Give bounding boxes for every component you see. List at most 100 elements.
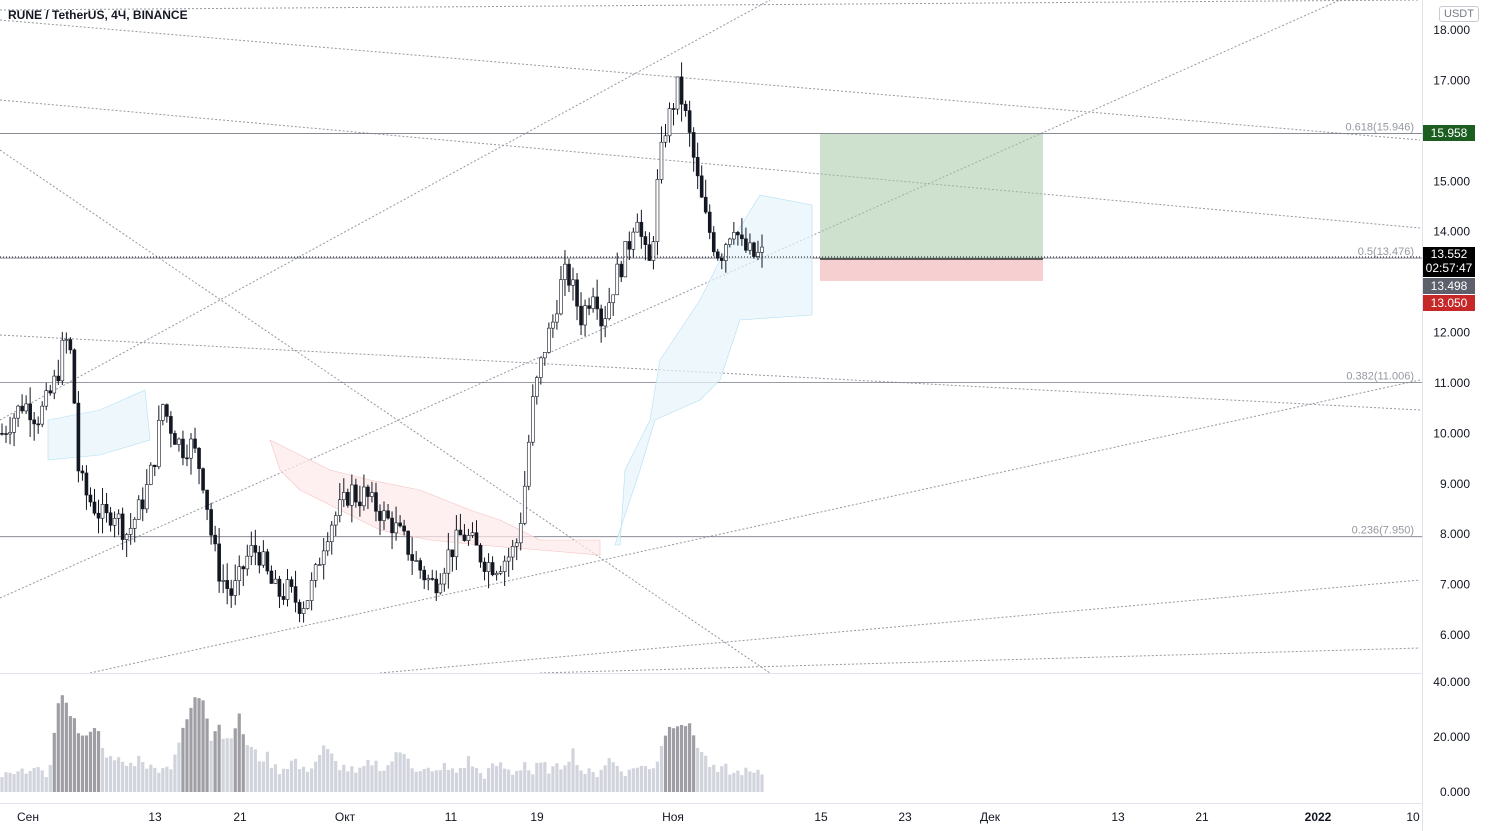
candle-body[interactable] [539, 357, 543, 378]
candle-body[interactable] [728, 238, 732, 245]
candle-body[interactable] [486, 562, 491, 572]
candle-body[interactable] [583, 305, 587, 326]
profit-zone[interactable] [820, 134, 1043, 259]
candle-body[interactable] [615, 263, 620, 296]
candle-body[interactable] [454, 529, 459, 558]
candle-body[interactable] [185, 457, 189, 460]
candle-body[interactable] [44, 390, 49, 407]
candle-body[interactable] [309, 580, 314, 601]
candle-body[interactable] [760, 246, 764, 253]
candle-body[interactable] [691, 132, 696, 158]
trend-line[interactable] [0, 99, 1421, 229]
candle-body[interactable] [76, 402, 81, 472]
candle-body[interactable] [446, 549, 451, 574]
loss-zone[interactable] [820, 259, 1043, 281]
candle-body[interactable] [736, 232, 740, 236]
trend-line[interactable] [0, 0, 1421, 11]
candle-body[interactable] [100, 504, 105, 519]
candle-body[interactable] [317, 564, 322, 566]
candle-body[interactable] [12, 417, 16, 433]
candle-body[interactable] [257, 552, 262, 566]
candle-body[interactable] [64, 339, 69, 341]
candle-body[interactable] [627, 241, 632, 250]
candle-body[interactable] [52, 375, 57, 394]
candle-body[interactable] [675, 76, 680, 110]
candle-body[interactable] [414, 560, 418, 562]
trend-line[interactable] [0, 19, 1421, 141]
candle-body[interactable] [756, 252, 760, 257]
candle-body[interactable] [510, 546, 515, 558]
candle-body[interactable] [221, 580, 225, 582]
volume-axis[interactable]: 40.000 20.000 0.000 [1433, 675, 1470, 799]
candle-body[interactable] [555, 313, 559, 323]
candle-body[interactable] [16, 405, 20, 419]
candle-body[interactable] [96, 512, 101, 519]
candle-body[interactable] [189, 438, 193, 459]
candle-body[interactable] [48, 390, 53, 394]
candle-body[interactable] [28, 403, 32, 421]
candle-body[interactable] [277, 578, 282, 597]
candle-body[interactable] [193, 438, 197, 449]
trend-line[interactable] [89, 379, 1421, 674]
candle-body[interactable] [699, 175, 704, 198]
candle-body[interactable] [285, 579, 290, 600]
candle-body[interactable] [543, 352, 547, 359]
candle-body[interactable] [450, 549, 455, 558]
candle-body[interactable] [68, 339, 73, 351]
candle-body[interactable] [643, 236, 648, 245]
candle-body[interactable] [663, 135, 668, 143]
candle-body[interactable] [390, 517, 394, 534]
candle-body[interactable] [297, 602, 302, 614]
candle-body[interactable] [478, 544, 483, 563]
candle-body[interactable] [337, 499, 342, 516]
candle-body[interactable] [595, 296, 599, 310]
candle-body[interactable] [148, 464, 153, 485]
candle-body[interactable] [321, 550, 326, 565]
candle-body[interactable] [398, 522, 402, 527]
candle-body[interactable] [535, 377, 539, 397]
candle-body[interactable] [72, 349, 77, 404]
candle-body[interactable] [426, 578, 431, 581]
candle-body[interactable] [518, 523, 523, 544]
candle-body[interactable] [104, 504, 109, 514]
candle-body[interactable] [378, 510, 382, 521]
candle-body[interactable] [655, 179, 660, 243]
candle-body[interactable] [679, 76, 684, 105]
candle-body[interactable] [442, 572, 447, 585]
candle-body[interactable] [514, 542, 519, 547]
candle-body[interactable] [84, 472, 89, 496]
candle-body[interactable] [744, 238, 748, 251]
volume-series[interactable] [0, 695, 764, 792]
candle-body[interactable] [619, 263, 624, 278]
chart-title[interactable]: RUNE / TetherUS, 4Ч, BINANCE [8, 8, 188, 22]
candle-body[interactable] [24, 403, 28, 412]
candle-body[interactable] [695, 157, 700, 177]
candle-body[interactable] [719, 257, 724, 261]
candle-body[interactable] [60, 339, 65, 382]
candle-body[interactable] [358, 501, 362, 507]
candle-body[interactable] [354, 484, 358, 503]
candle-body[interactable] [144, 484, 149, 510]
candle-body[interactable] [724, 244, 728, 261]
candle-body[interactable] [205, 489, 209, 510]
candle-body[interactable] [153, 464, 157, 467]
candle-body[interactable] [603, 318, 607, 327]
candle-body[interactable] [382, 510, 386, 521]
candle-body[interactable] [273, 578, 278, 584]
candle-body[interactable] [325, 541, 330, 552]
trend-line[interactable] [0, 149, 771, 674]
candle-body[interactable] [748, 242, 752, 251]
candle-body[interactable] [607, 302, 611, 320]
candle-body[interactable] [173, 433, 177, 445]
candle-body[interactable] [703, 196, 708, 213]
candle-body[interactable] [350, 484, 354, 506]
candle-body[interactable] [233, 580, 238, 596]
candle-body[interactable] [132, 519, 137, 529]
candle-body[interactable] [567, 263, 571, 286]
candle-body[interactable] [80, 470, 85, 474]
candle-body[interactable] [490, 562, 495, 576]
candle-body[interactable] [631, 231, 636, 250]
candle-body[interactable] [341, 492, 346, 501]
candle-body[interactable] [623, 241, 628, 278]
